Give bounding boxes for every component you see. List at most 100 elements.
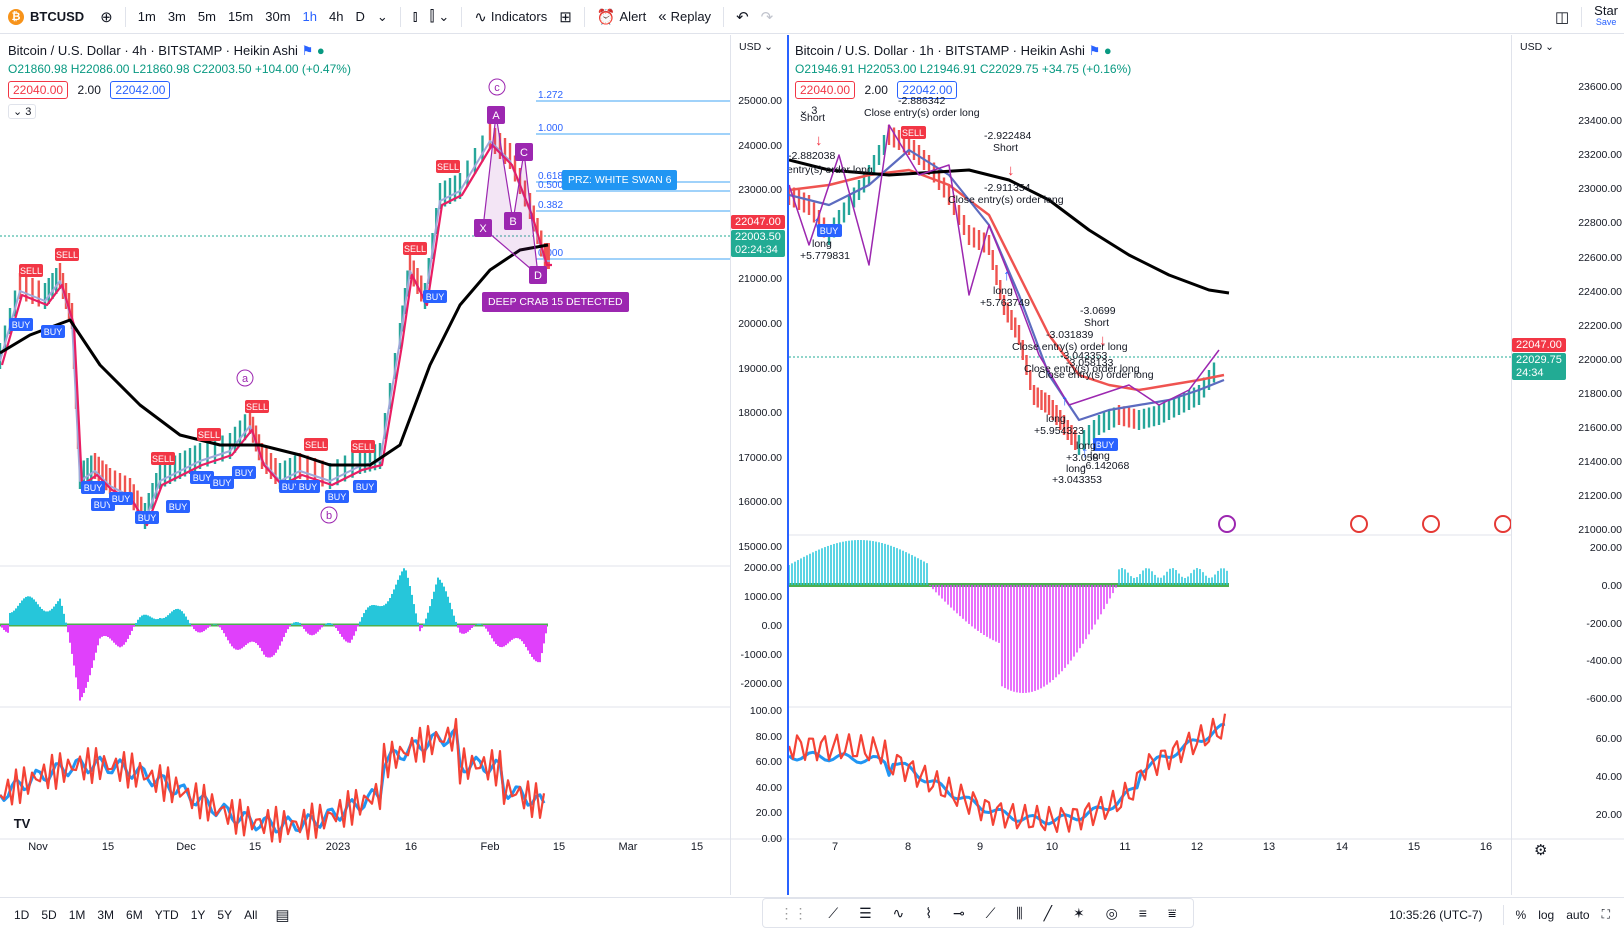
signal-tag-label: BUY	[426, 292, 445, 302]
wave-tool-icon[interactable]: ∿	[892, 904, 905, 921]
range-ytd[interactable]: YTD	[154, 907, 179, 922]
right-countdown: 24:34	[1516, 366, 1544, 379]
channel-tool-icon[interactable]: ≡	[1138, 905, 1147, 921]
interval-5m[interactable]: 5m	[197, 9, 216, 24]
symbol-search[interactable]: ₿ BTCUSD	[0, 8, 94, 25]
interval-dropdown[interactable]: ⌄	[371, 4, 394, 30]
signal-tag-label: SELL	[437, 162, 459, 172]
date-range-button[interactable]: ▤	[269, 902, 295, 928]
range-1d[interactable]: 1D	[14, 907, 30, 922]
range-all[interactable]: All	[244, 907, 258, 922]
layout-button[interactable]: ◫	[1549, 4, 1575, 30]
osc-tick: 200.00	[1589, 542, 1622, 554]
range-1y[interactable]: 1Y	[190, 907, 206, 922]
signal-tag-label: BUY	[328, 492, 347, 502]
crab-pattern-label: DEEP CRAB 15 DETECTED	[482, 292, 629, 312]
bid-price[interactable]: 22040.00	[795, 81, 856, 99]
log-toggle[interactable]: log	[1538, 907, 1555, 922]
strategy-annotation: +3.043353	[1052, 474, 1102, 486]
chart-type-candles-button[interactable]: ⫿ ⌄	[424, 4, 456, 30]
interval-15m[interactable]: 15m	[227, 9, 254, 24]
redo-icon: ↷	[760, 8, 774, 26]
interval-D[interactable]: D	[355, 9, 365, 24]
rsi-tick: 0.00	[761, 833, 782, 845]
percent-toggle[interactable]: %	[1515, 907, 1527, 922]
interval-30m[interactable]: 30m	[265, 9, 291, 24]
pattern-point-label: B	[509, 216, 516, 228]
auto-toggle[interactable]: auto	[1566, 907, 1590, 922]
currency-label[interactable]: USD ⌄	[739, 41, 773, 53]
range-5y[interactable]: 5Y	[217, 907, 233, 922]
indicators-button[interactable]: ∿ Indicators	[468, 4, 553, 30]
curve-tool-icon[interactable]: ⌇	[925, 904, 933, 921]
chevron-down-icon: ⌄	[799, 105, 809, 117]
right-time-axis[interactable]: 7 8 9 10 11 12 13 14 15 16	[789, 841, 1511, 861]
signal-tag	[901, 126, 926, 139]
fib-level-label: 0.500	[538, 180, 563, 191]
strategy-annotation: Short	[993, 142, 1019, 154]
price-tick: 23000.00	[738, 184, 782, 197]
drag-handle-icon[interactable]: ⋮⋮	[779, 904, 808, 921]
bid-price[interactable]: 22040.00	[8, 81, 69, 99]
range-6m[interactable]: 6M	[126, 907, 143, 922]
range-1m[interactable]: 1M	[68, 907, 86, 922]
horizontal-ray-icon[interactable]: ⊸	[952, 904, 965, 921]
interval-4h[interactable]: 4h	[329, 9, 344, 24]
range-3m[interactable]: 3M	[97, 907, 115, 922]
signal-tag-label: BUY	[169, 502, 188, 512]
undo-button[interactable]: ↶	[730, 4, 755, 30]
chart-type-bars-button[interactable]: ⫾	[407, 4, 424, 30]
fib-tool-icon[interactable]: ⫼	[1016, 904, 1023, 921]
horizontal-lines-icon[interactable]: ☰	[859, 904, 872, 921]
fib-level-label: 1.272	[538, 90, 563, 101]
projection-tool-icon[interactable]: ⩸	[1167, 904, 1177, 921]
trade-arrow-icon: ↑	[1061, 392, 1069, 409]
replay-button[interactable]: «Replay	[652, 4, 717, 30]
right-chart-title[interactable]: Bitcoin / U.S. Dollar · 1h · BITSTAMP · …	[795, 43, 1131, 59]
interval-group: 1m 3m 5m 15m 30m 1h 4h D	[132, 4, 371, 30]
ask-price[interactable]: 22042.00	[110, 81, 171, 99]
pattern-tool-icon[interactable]: ✶	[1073, 904, 1085, 921]
clock-time[interactable]: 10:35:26 (UTC-7)	[1389, 907, 1483, 922]
redo-button[interactable]: ↷	[755, 4, 780, 30]
chevron-down-icon: ⌄	[13, 106, 23, 118]
strategy-annotation: long	[1076, 440, 1096, 452]
alert-button[interactable]: ⏰ Alert	[591, 4, 652, 30]
signal-tag	[325, 490, 349, 503]
settings-gear-icon[interactable]: ⚙	[1534, 842, 1548, 859]
save-button[interactable]: Star Save	[1588, 3, 1624, 30]
left-price-axis[interactable]: USD ⌄ 25000.0024000.0023000.0022000.0021…	[730, 35, 786, 895]
tradingview-logo[interactable]: TV	[13, 815, 31, 831]
price-tick: 22800.00	[1578, 217, 1622, 230]
right-legend: Bitcoin / U.S. Dollar · 1h · BITSTAMP · …	[795, 43, 1131, 117]
time-tick: Dec	[176, 841, 196, 853]
right-chart-pane[interactable]: ↓ ↓ ↓ ↑ ↑ ↑ ↑ BUY SELL BUY Bitcoin / U.S. Dollar …	[787, 35, 1624, 895]
interval-3m[interactable]: 3m	[167, 9, 186, 24]
indicators-toggle[interactable]: ⌄ 3	[795, 104, 821, 117]
price-tick: 20000.00	[738, 318, 782, 330]
fullscreen-button[interactable]: ⛶	[1596, 907, 1616, 922]
ray-tool-icon[interactable]: ⟋	[985, 904, 996, 921]
indicators-toggle[interactable]: ⌄ 3	[8, 104, 37, 119]
interval-1h[interactable]: 1h	[302, 9, 317, 24]
compare-button[interactable]: ⊕	[94, 4, 119, 30]
calendar-icon: ▤	[275, 906, 290, 924]
templates-button[interactable]: ⊞	[553, 4, 578, 30]
left-time-axis[interactable]: Nov 15 Dec 15 2023 16 Feb 15 Mar 15	[0, 841, 730, 861]
time-tick: 13	[1262, 841, 1276, 853]
signal-tag-label: BUY	[112, 494, 131, 504]
line-tool-icon[interactable]: ╱	[1043, 904, 1053, 921]
signal-tag	[81, 481, 105, 494]
currency-label[interactable]: USD ⌄	[1520, 41, 1554, 53]
cycle-tool-icon[interactable]: ◎	[1105, 904, 1118, 921]
ask-price[interactable]: 22042.00	[897, 81, 958, 99]
trend-tool-icon[interactable]: ⟋	[828, 904, 839, 921]
osc-tick: -2000.00	[740, 678, 782, 690]
range-5d[interactable]: 5D	[41, 907, 57, 922]
left-chart-title[interactable]: Bitcoin / U.S. Dollar · 4h · BITSTAMP · …	[8, 43, 351, 59]
interval-1m[interactable]: 1m	[137, 9, 156, 24]
right-price-axis[interactable]: USD ⌄ 23600.00 23400.00 23200.00 23000.00 22…	[1511, 35, 1624, 895]
